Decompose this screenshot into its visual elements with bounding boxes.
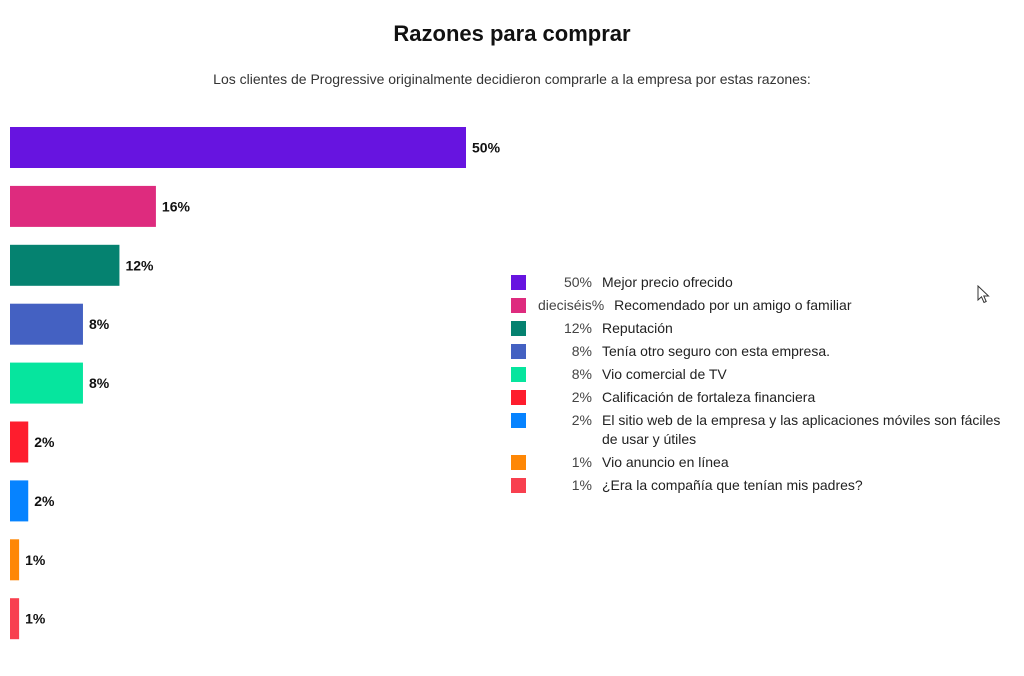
legend-swatch <box>511 455 526 470</box>
legend-label: Vio comercial de TV <box>602 366 727 382</box>
legend-item: dieciséis% Recomendado por un amigo o fam… <box>511 296 1016 315</box>
bar-label-2: 16% <box>162 198 191 214</box>
legend-swatch <box>511 390 526 405</box>
legend-swatch <box>511 275 526 290</box>
legend-item: 2% El sitio web de la empresa y las aplic… <box>511 411 1016 449</box>
bar-label-1: 50% <box>472 140 501 156</box>
legend-swatch <box>511 367 526 382</box>
legend-swatch <box>511 344 526 359</box>
legend-percent: 1% <box>571 477 592 493</box>
legend-percent: 2% <box>571 412 592 428</box>
legend-item: 1% Vio anuncio en línea <box>511 453 1016 472</box>
legend-label: Mejor precio ofrecido <box>602 274 733 290</box>
bar-7 <box>10 480 29 522</box>
legend-item: 8% Vio comercial de TV <box>511 365 1016 384</box>
legend-item: 8% Tenía otro seguro con esta empresa. <box>511 342 1016 361</box>
legend-item: 2% Calificación de fortaleza financiera <box>511 388 1016 407</box>
bar-1 <box>10 127 466 168</box>
bar-3 <box>10 244 120 286</box>
legend-percent: 8% <box>571 366 592 382</box>
bar-2 <box>10 185 156 227</box>
bar-label-6: 2% <box>34 434 55 450</box>
legend-item: 12% Reputación <box>511 319 1016 338</box>
legend-swatch <box>511 413 526 428</box>
bar-label-4: 8% <box>89 316 110 332</box>
legend-percent: dieciséis% <box>538 297 605 313</box>
legend-label: Recomendado por un amigo o familiar <box>614 297 852 313</box>
legend-item: 1% ¿Era la compañía que tenían mis padres… <box>511 476 1016 495</box>
legend-swatch <box>511 478 526 493</box>
legend-label: ¿Era la compañía que tenían mis padres? <box>602 477 863 493</box>
bar-label-7: 2% <box>34 493 55 509</box>
bar-label-9: 1% <box>25 611 46 627</box>
bar-8 <box>10 539 20 581</box>
legend-percent: 12% <box>563 320 592 336</box>
chart-legend: 50% Mejor precio ofrecido dieciséis% Recome… <box>511 273 1016 499</box>
chart-title: Razones para comprar <box>393 21 631 46</box>
chart-subtitle: Los clientes de Progressive originalment… <box>213 71 811 87</box>
legend-percent: 8% <box>571 343 592 359</box>
legend-label: Tenía otro seguro con esta empresa. <box>602 343 831 359</box>
mouse-cursor-icon <box>977 285 990 304</box>
legend-label: Calificación de fortaleza financiera <box>602 389 816 405</box>
bar-label-8: 1% <box>25 552 46 568</box>
bar-label-5: 8% <box>89 375 110 391</box>
legend-label: Reputación <box>602 320 673 336</box>
legend-label: El sitio web de la empresa y las aplicac… <box>602 412 1001 447</box>
legend-swatch <box>511 321 526 336</box>
legend-percent: 50% <box>563 274 592 290</box>
bar-label-3: 12% <box>125 257 154 273</box>
legend-swatch <box>511 298 526 313</box>
bar-9 <box>10 598 20 640</box>
bar-6 <box>10 421 29 463</box>
legend-percent: 1% <box>571 454 592 470</box>
bar-4 <box>10 303 83 345</box>
legend-label: Vio anuncio en línea <box>602 454 729 470</box>
legend-percent: 2% <box>571 389 592 405</box>
bar-5 <box>10 362 83 404</box>
legend-item: 50% Mejor precio ofrecido <box>511 273 1016 292</box>
